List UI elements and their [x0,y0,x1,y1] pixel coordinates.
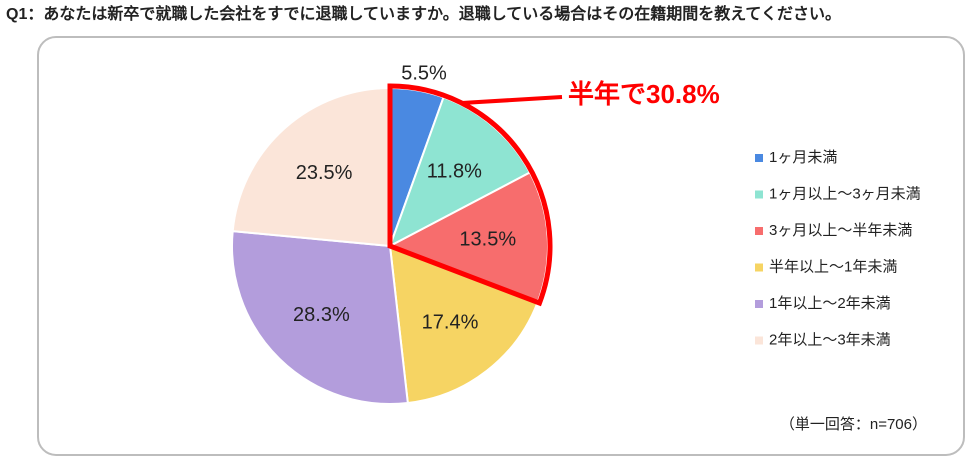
callout-line [461,95,563,106]
legend-label: 3ヶ月以上～半年未満 [769,222,912,239]
value-label: 17.4% [422,312,479,334]
note: （単一回答：n=706） [780,416,927,433]
value-label: 11.8% [427,160,482,182]
legend-swatch [755,154,763,162]
value-label: 5.5% [401,62,447,84]
legend-swatch [755,336,763,345]
chart-title: Q1：あなたは新卒で就職した会社をすでに退職していますか。退職している場合はその… [6,4,841,23]
pie-slice [231,230,409,405]
legend-label: 1年以上～2年未満 [769,295,891,312]
legend-label: 半年以上～1年未満 [769,258,897,275]
legend-label: 2年以上～3年未満 [769,331,891,348]
highlight-outline [387,83,553,307]
pie-slice [231,86,391,248]
pie-slice [388,244,539,405]
value-label: 13.5% [459,228,516,250]
legend-label: 1ヶ月以上～3ヶ月未満 [769,185,921,202]
legend-swatch [755,190,763,199]
annotation: 半年で30.8% [568,79,720,109]
legend-label: 1ヶ月未満 [769,149,837,166]
value-label: 28.3% [293,304,350,326]
legend-swatch [755,300,763,308]
legend-swatch [755,263,763,272]
legend-swatch [755,227,763,235]
value-label: 23.5% [296,162,353,184]
